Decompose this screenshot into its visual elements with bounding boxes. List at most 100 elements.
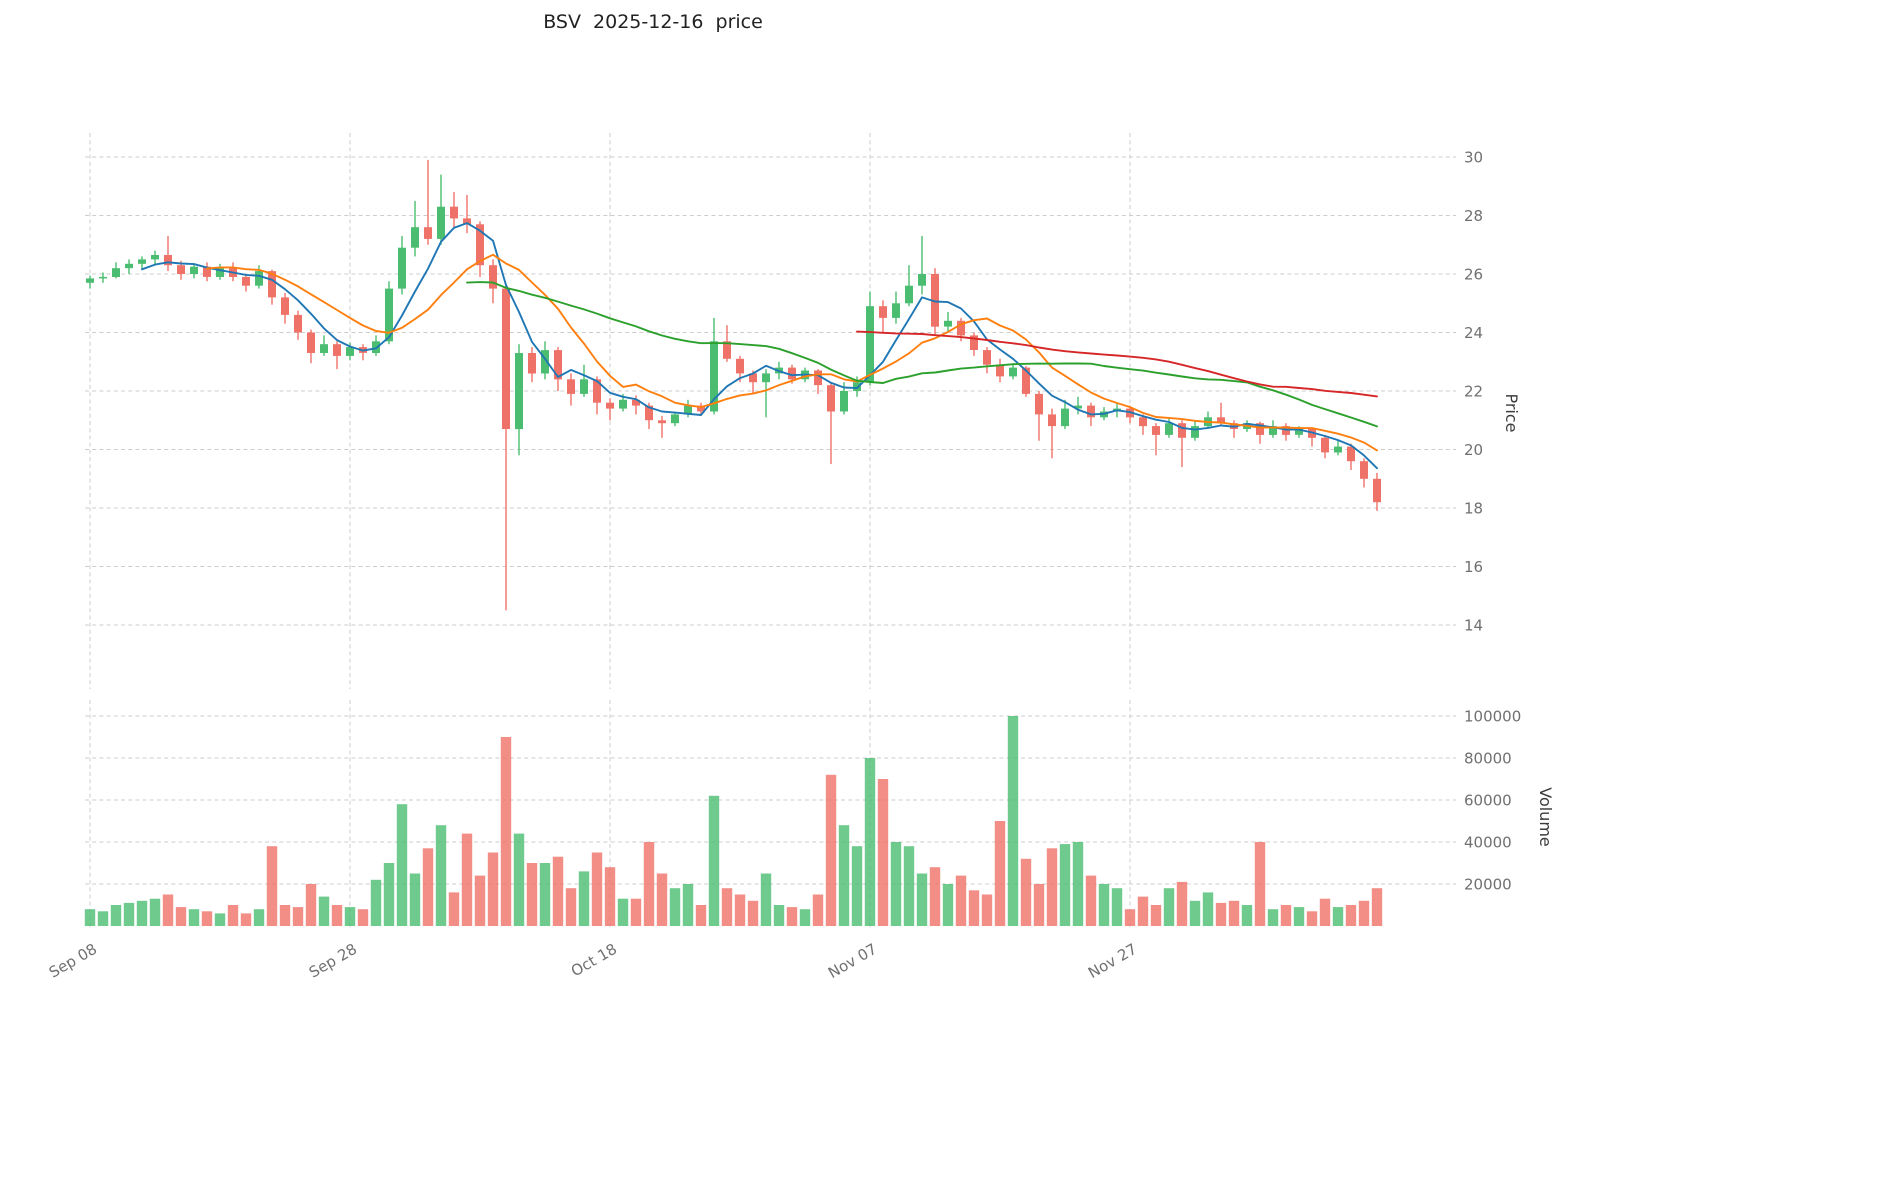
candle-down xyxy=(827,385,835,412)
candle-up xyxy=(853,382,861,391)
date-tick-label: Nov 27 xyxy=(1085,940,1140,982)
volume-axis-label: Volume xyxy=(1536,787,1555,847)
volume-bar xyxy=(526,863,538,926)
volume-bar xyxy=(903,846,915,926)
volume-bar xyxy=(422,848,434,926)
candle-up xyxy=(905,285,913,304)
volume-bar xyxy=(1176,881,1188,926)
volume-bar xyxy=(799,909,811,926)
volume-bar xyxy=(240,913,252,926)
volume-bar xyxy=(123,902,135,926)
candle-up xyxy=(125,263,133,269)
price-tick-label: 16 xyxy=(1464,558,1483,576)
date-tick-label: Nov 07 xyxy=(825,940,880,982)
volume-bar xyxy=(1059,844,1071,926)
candle-down xyxy=(177,265,185,274)
volume-bar xyxy=(136,900,148,926)
candle-up xyxy=(892,303,900,318)
volume-bar xyxy=(786,907,798,926)
volume-bar xyxy=(448,892,460,926)
volume-bar xyxy=(890,842,902,926)
candle-up xyxy=(1061,408,1069,427)
volume-bar xyxy=(1332,907,1344,926)
volume-bar xyxy=(305,884,317,926)
candle-up xyxy=(918,274,926,286)
volume-bar xyxy=(1241,905,1253,926)
volume-bar xyxy=(955,875,967,926)
candle-down xyxy=(528,353,536,374)
candle-up xyxy=(190,266,198,274)
candle-down xyxy=(970,335,978,350)
volume-bar xyxy=(97,911,109,926)
moving-average-lines-group xyxy=(141,222,1378,470)
volume-bar xyxy=(331,905,343,926)
volume-tick-label: 80000 xyxy=(1464,750,1512,768)
price-tick-label: 14 xyxy=(1464,617,1483,635)
candle-down xyxy=(502,288,510,429)
ma-line-5 xyxy=(141,222,1378,470)
candle-up xyxy=(1334,446,1342,453)
volume-bar xyxy=(1345,905,1357,926)
candle-down xyxy=(489,265,497,289)
candle-down xyxy=(957,320,965,336)
volume-bar xyxy=(825,774,837,926)
candle-down xyxy=(307,332,315,353)
candle-down xyxy=(567,379,575,394)
candle-down xyxy=(632,399,640,406)
candle-up xyxy=(255,271,263,286)
chart-title: BSV 2025-12-16 price xyxy=(543,11,763,33)
volume-bar xyxy=(513,833,525,926)
volume-bar xyxy=(1202,892,1214,926)
volume-bar xyxy=(721,888,733,926)
volume-bar xyxy=(266,846,278,926)
candle-up xyxy=(944,320,952,327)
volume-bar xyxy=(773,905,785,926)
volume-bar xyxy=(383,863,395,926)
volume-bar xyxy=(110,905,122,926)
volume-bar xyxy=(149,898,161,926)
volume-bar xyxy=(682,884,694,926)
volume-bar xyxy=(929,867,941,926)
volume-bar xyxy=(630,898,642,926)
candle-up xyxy=(1165,423,1173,435)
volume-bar xyxy=(578,871,590,926)
volume-bar xyxy=(1163,888,1175,926)
volume-bar xyxy=(591,852,603,926)
candle-down xyxy=(788,367,796,380)
volume-bar xyxy=(539,863,551,926)
volume-bar xyxy=(409,873,421,926)
candle-down xyxy=(281,297,289,315)
volume-bar xyxy=(370,879,382,926)
price-tick-label: 18 xyxy=(1464,500,1483,518)
volume-bar xyxy=(1358,900,1370,926)
volume-bar xyxy=(851,846,863,926)
candle-up xyxy=(138,259,146,264)
volume-bar xyxy=(1085,875,1097,926)
candle-down xyxy=(1035,393,1043,415)
candle-up xyxy=(671,414,679,424)
volume-bars-group xyxy=(84,716,1383,926)
price-tick-label: 20 xyxy=(1464,441,1483,459)
candle-down xyxy=(736,358,744,374)
candle-up xyxy=(515,353,523,430)
candle-down xyxy=(1048,414,1056,427)
candle-down xyxy=(996,364,1004,377)
volume-bar xyxy=(1072,842,1084,926)
candles-group xyxy=(86,159,1381,611)
volume-bar xyxy=(1280,905,1292,926)
candle-down xyxy=(1321,437,1329,453)
volume-bar xyxy=(487,852,499,926)
volume-bar xyxy=(981,894,993,926)
volume-bar xyxy=(201,911,213,926)
volume-bar xyxy=(1254,842,1266,926)
volume-bar xyxy=(565,888,577,926)
volume-bar xyxy=(1033,884,1045,926)
candle-down xyxy=(333,344,341,356)
candle-down xyxy=(294,314,302,333)
candle-up xyxy=(216,268,224,277)
volume-bar xyxy=(760,873,772,926)
candle-down xyxy=(931,274,939,327)
volume-bar xyxy=(1150,905,1162,926)
